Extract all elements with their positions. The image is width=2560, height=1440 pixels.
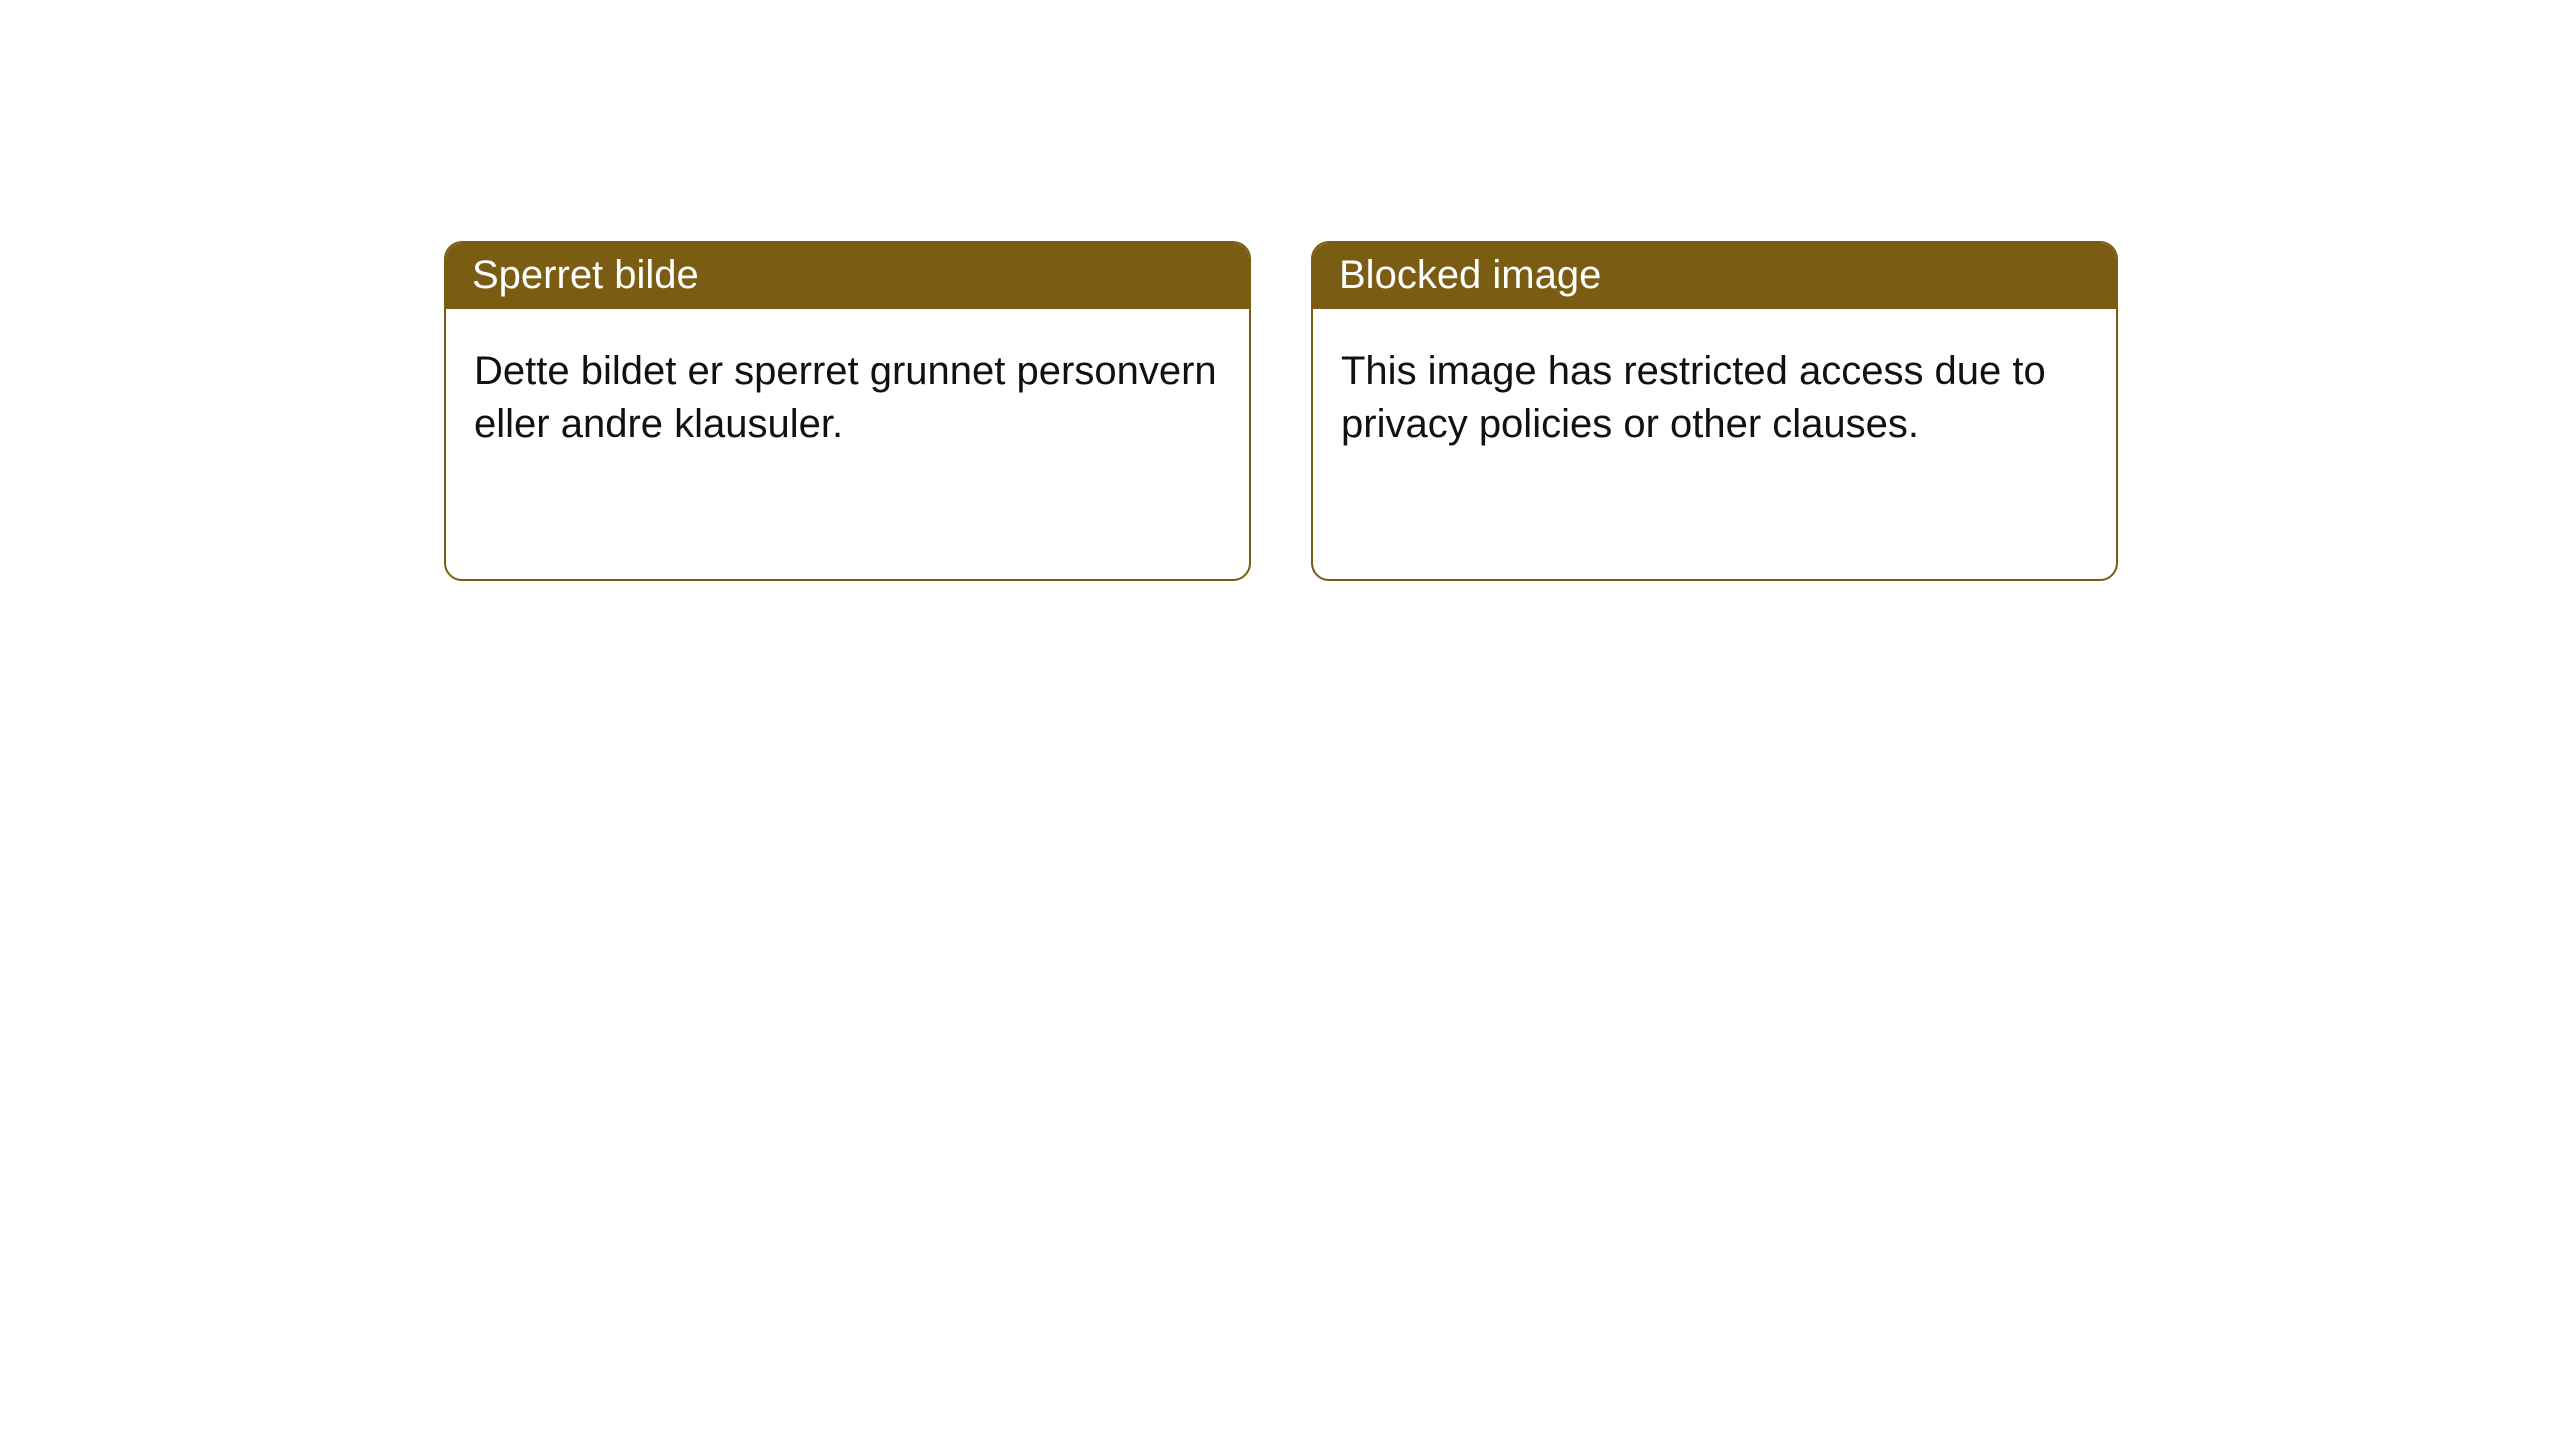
notice-body: Dette bildet er sperret grunnet personve… [446,309,1249,579]
notice-body: This image has restricted access due to … [1313,309,2116,579]
notice-card-norwegian: Sperret bilde Dette bildet er sperret gr… [444,241,1251,581]
notice-header: Sperret bilde [446,243,1249,309]
notice-cards-container: Sperret bilde Dette bildet er sperret gr… [444,241,2118,581]
notice-header: Blocked image [1313,243,2116,309]
notice-card-english: Blocked image This image has restricted … [1311,241,2118,581]
